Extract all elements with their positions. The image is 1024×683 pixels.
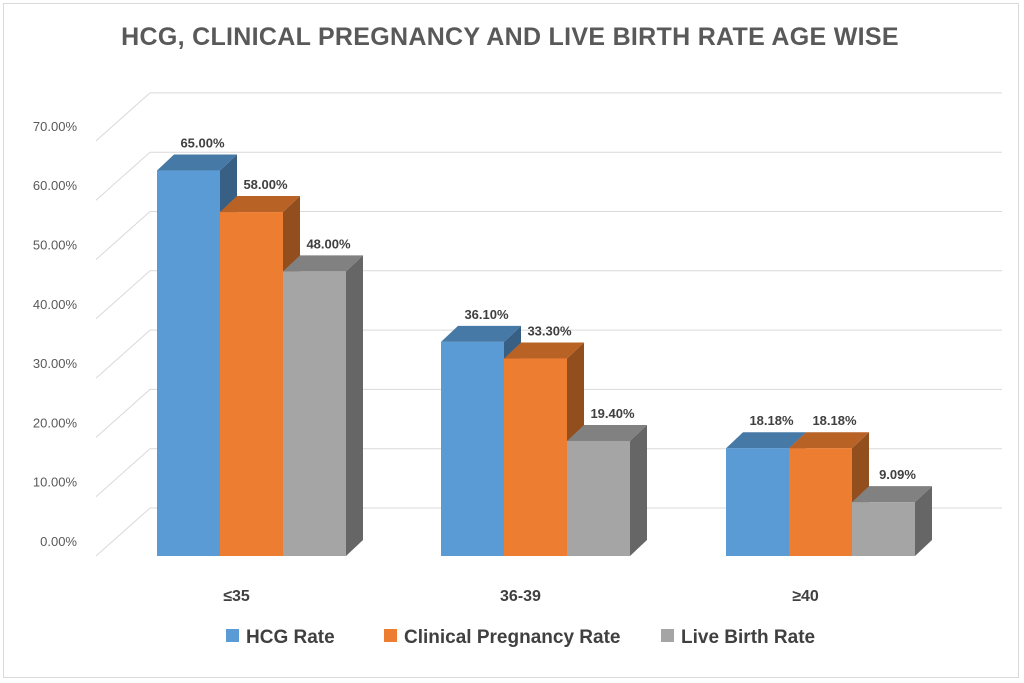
legend-swatch <box>226 629 239 642</box>
legend-swatch <box>661 629 674 642</box>
data-labels: 65.00% 58.00% 48.00% 36.10% 33.30% 19.40% 18.1… <box>180 136 916 483</box>
x-category-label: 36-39 <box>500 588 541 605</box>
gridline <box>95 92 1002 142</box>
x-category-label: ≤35 <box>223 588 250 605</box>
data-label: 58.00% <box>243 177 288 192</box>
gridline <box>95 388 1002 438</box>
data-label: 48.00% <box>306 236 351 251</box>
gridline <box>95 448 1002 498</box>
data-label: 18.18% <box>749 413 794 428</box>
y-tick-label: 30.00% <box>33 356 78 371</box>
legend: HCG Rate Clinical Pregnancy Rate Live Birt… <box>226 627 815 648</box>
legend-item: Live Birth Rate <box>661 627 815 648</box>
bar <box>567 424 647 556</box>
gridline <box>95 329 1002 379</box>
data-label: 18.18% <box>812 413 857 428</box>
legend-item: Clinical Pregnancy Rate <box>384 627 620 648</box>
y-tick-label: 50.00% <box>33 238 78 253</box>
data-label: 19.40% <box>590 406 635 421</box>
bar <box>852 486 932 556</box>
gridline <box>95 151 1002 201</box>
data-label: 36.10% <box>464 307 509 322</box>
y-tick-label: 20.00% <box>33 415 78 430</box>
data-label: 9.09% <box>879 467 916 482</box>
gridline <box>95 211 1002 260</box>
data-label: 65.00% <box>180 136 225 151</box>
legend-label: Live Birth Rate <box>681 627 815 648</box>
gridline <box>95 507 1002 557</box>
bar <box>504 342 584 556</box>
legend-label: HCG Rate <box>246 627 335 648</box>
legend-item: HCG Rate <box>226 627 335 648</box>
x-category-label: ≥40 <box>792 588 819 605</box>
x-axis-categories: ≤35 36-39 ≥40 <box>223 588 819 605</box>
legend-swatch <box>384 629 397 642</box>
y-tick-label: 0.00% <box>40 534 77 549</box>
bar <box>283 255 363 557</box>
y-tick-label: 70.00% <box>33 119 78 134</box>
y-tick-label: 40.00% <box>33 297 78 312</box>
legend-label: Clinical Pregnancy Rate <box>404 627 620 648</box>
data-label: 33.30% <box>527 324 572 339</box>
y-axis-ticks: 0.00% 10.00% 20.00% 30.00% 40.00% 50.00% 60.00… <box>33 119 78 549</box>
y-tick-label: 10.00% <box>33 475 78 490</box>
gridline <box>95 270 1002 320</box>
gridlines <box>95 92 1002 557</box>
y-tick-label: 60.00% <box>33 178 78 193</box>
chart-title: HCG, CLINICAL PREGNANCY AND LIVE BIRTH R… <box>121 23 899 51</box>
bars <box>157 154 932 557</box>
